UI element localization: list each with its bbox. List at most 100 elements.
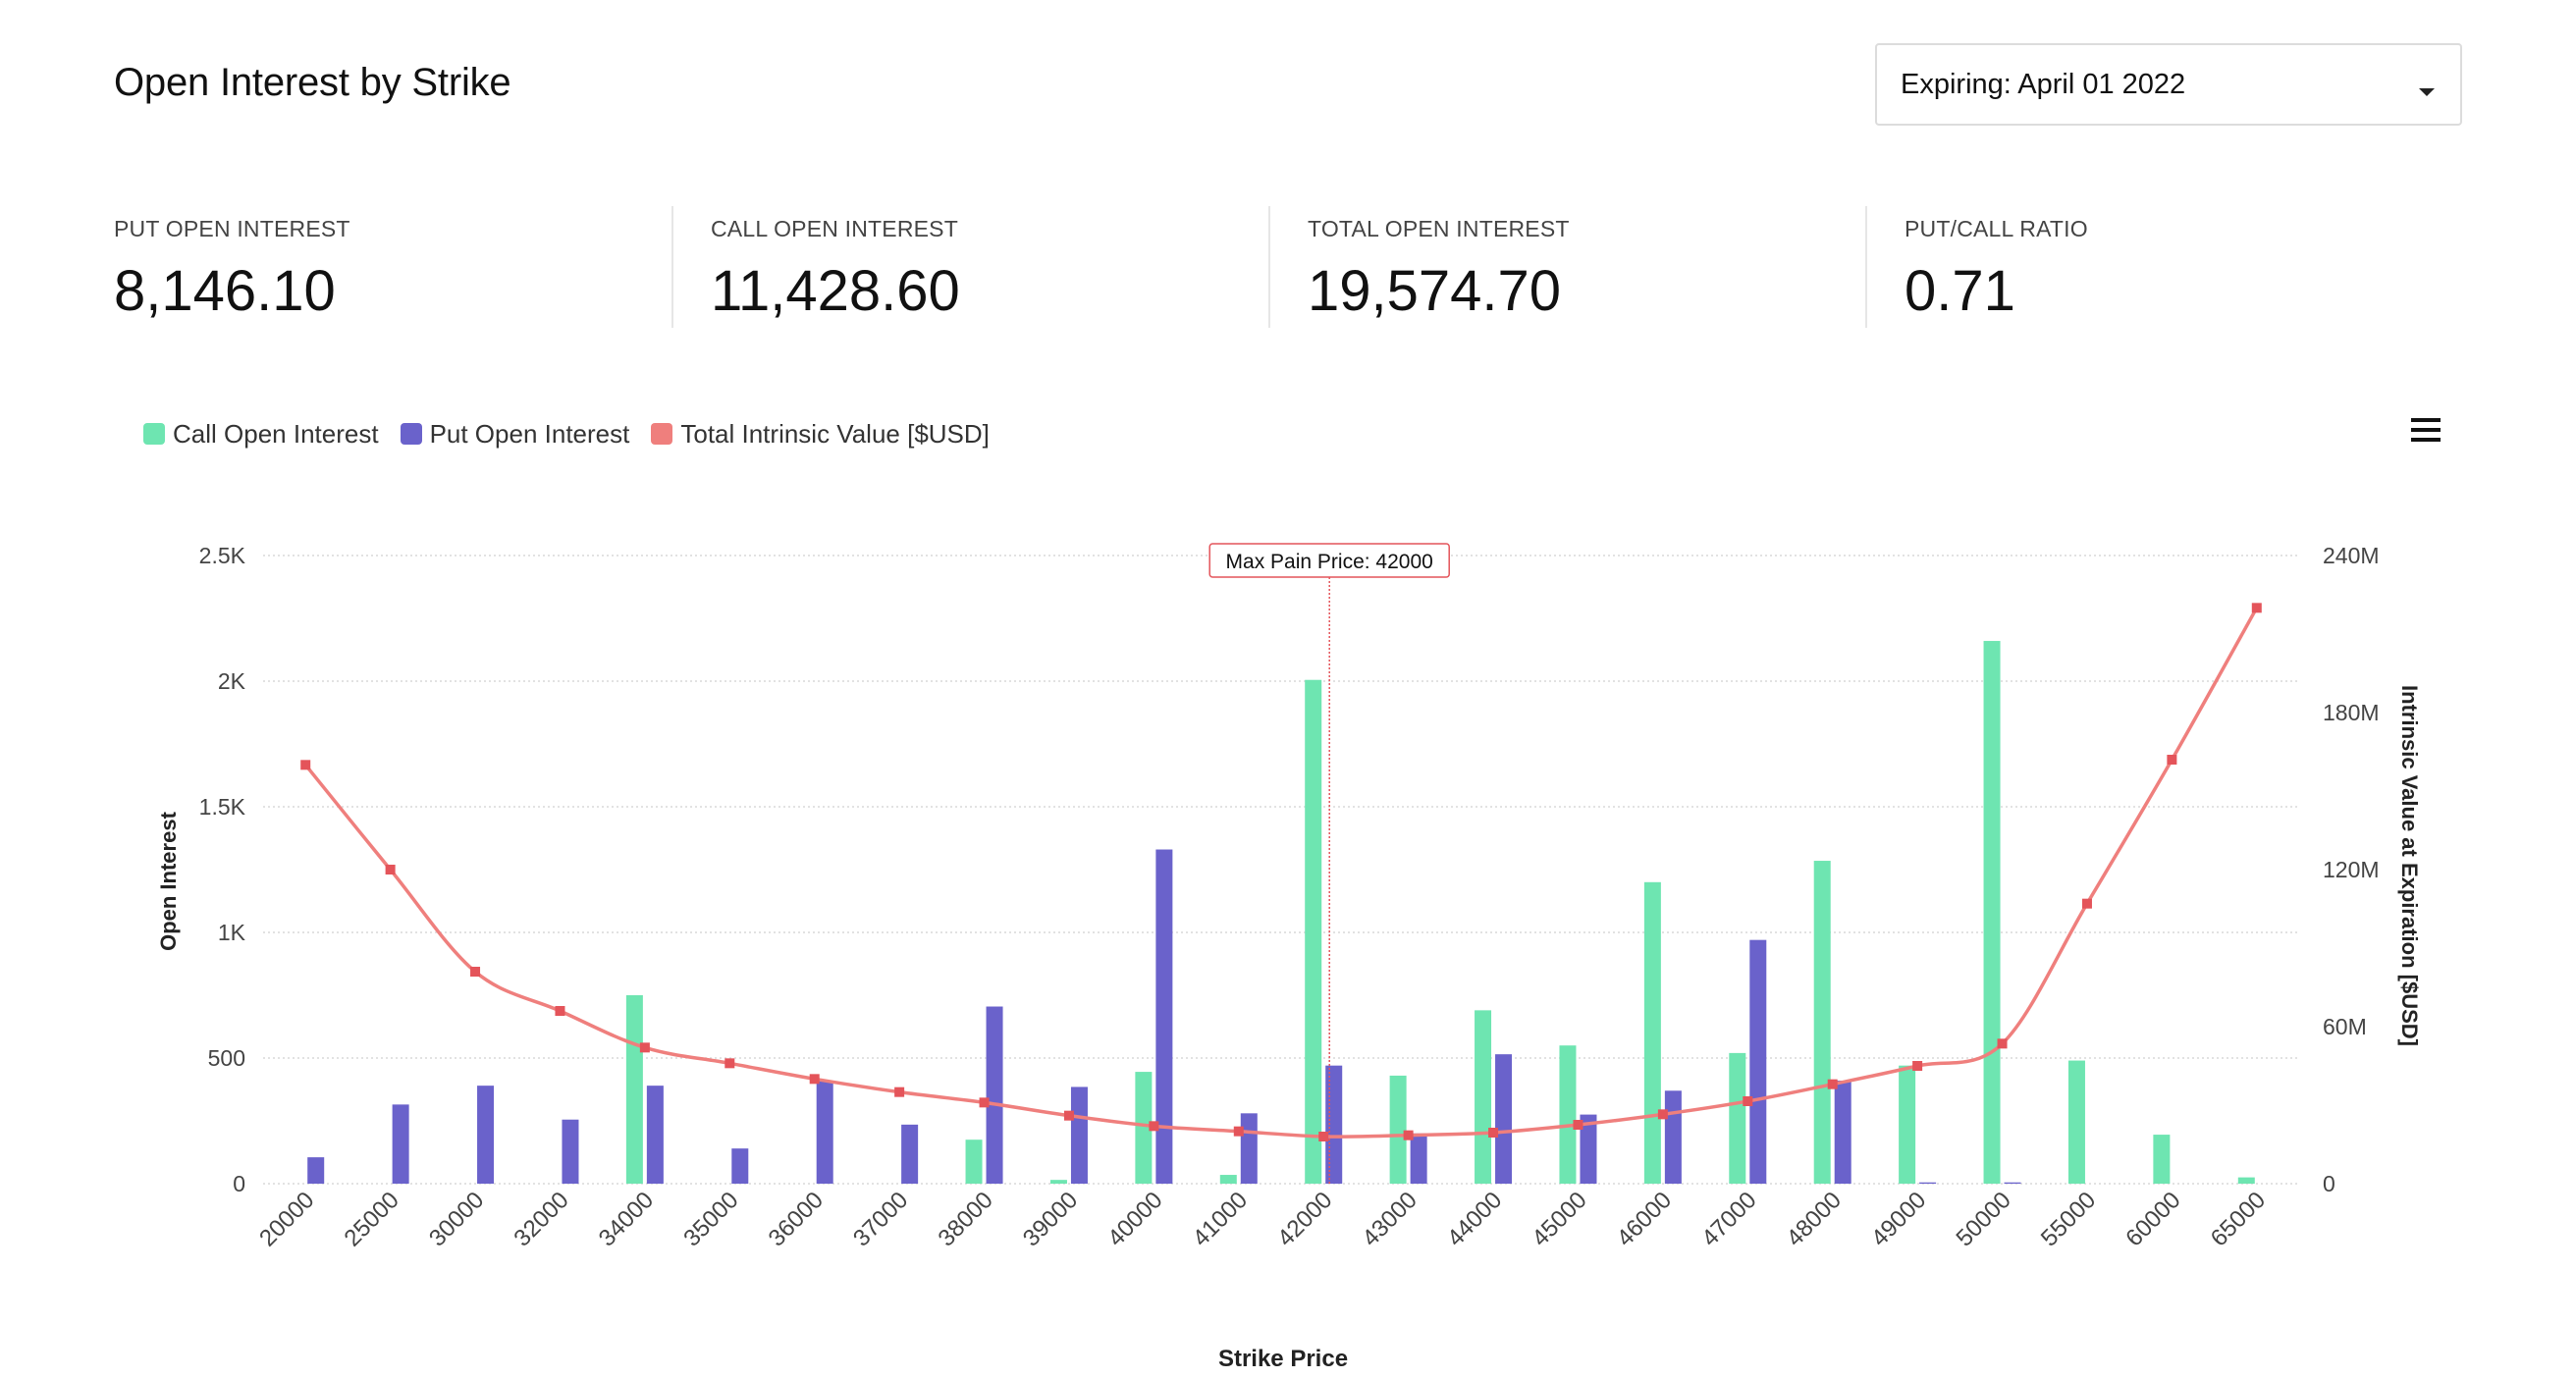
call-bar[interactable] (1643, 881, 1661, 1184)
x-tick-label: 20000 (254, 1187, 319, 1251)
call-bar[interactable] (1305, 679, 1322, 1184)
legend-item-call[interactable]: Call Open Interest (143, 419, 379, 450)
put-bar[interactable] (1070, 1086, 1088, 1184)
intrinsic-value-point[interactable] (979, 1097, 990, 1108)
x-tick-label: 46000 (1612, 1187, 1677, 1251)
caret-down-icon (2419, 88, 2435, 96)
call-bar[interactable] (1135, 1072, 1153, 1184)
max-pain-badge (1208, 543, 1450, 578)
expiry-select-label: Expiring: April 01 2022 (1901, 69, 2186, 100)
chart-menu-button[interactable] (2405, 412, 2448, 451)
intrinsic-value-point[interactable] (1063, 1110, 1074, 1121)
intrinsic-value-point[interactable] (1318, 1132, 1329, 1141)
call-bar[interactable] (1813, 861, 1831, 1184)
call-bar[interactable] (1729, 1052, 1746, 1184)
call-bar[interactable] (1475, 1010, 1492, 1184)
call-bar[interactable] (2153, 1135, 2171, 1184)
intrinsic-value-point[interactable] (894, 1086, 905, 1097)
intrinsic-value-point[interactable] (809, 1074, 820, 1085)
call-bar[interactable] (1899, 1065, 1916, 1184)
annotation-layer: Max Pain Price: 42000 (1208, 543, 1450, 1184)
put-bar[interactable] (901, 1124, 919, 1184)
intrinsic-value-point[interactable] (1403, 1130, 1414, 1140)
intrinsic-value-point[interactable] (639, 1042, 650, 1053)
put-bar[interactable] (1664, 1090, 1682, 1184)
intrinsic-value-point[interactable] (385, 865, 396, 874)
intrinsic-value-point[interactable] (300, 760, 311, 770)
intrinsic-value-point[interactable] (555, 1006, 565, 1016)
call-bar[interactable] (965, 1140, 983, 1184)
stat-divider (671, 206, 673, 328)
x-tick-label: 50000 (1951, 1187, 2015, 1251)
intrinsic-value-point[interactable] (1233, 1126, 1244, 1137)
call-bar[interactable] (1219, 1175, 1237, 1184)
put-bar[interactable] (1410, 1133, 1427, 1184)
legend-item-intrinsic[interactable]: Total Intrinsic Value [$USD] (651, 419, 990, 450)
y-axis-title: Open Interest (156, 811, 181, 950)
stat-divider (1268, 206, 1270, 328)
x-tick-label: 41000 (1188, 1187, 1253, 1251)
stat-value: 8,146.10 (114, 259, 336, 323)
intrinsic-value-point[interactable] (470, 967, 481, 977)
x-tick-label: 35000 (678, 1187, 743, 1251)
put-bar[interactable] (1749, 939, 1767, 1184)
intrinsic-value-point[interactable] (1657, 1109, 1668, 1120)
put-bar[interactable] (2004, 1182, 2021, 1184)
x-tick-label: 49000 (1866, 1187, 1931, 1251)
intrinsic-value-point[interactable] (1912, 1061, 1923, 1071)
intrinsic-value-point[interactable] (2167, 755, 2177, 765)
call-bar[interactable] (625, 995, 643, 1184)
legend-swatch-call (143, 423, 165, 445)
put-bar[interactable] (1834, 1081, 1852, 1184)
put-bar[interactable] (1495, 1054, 1513, 1184)
x-tick-label: 65000 (2206, 1187, 2271, 1251)
put-bar[interactable] (816, 1081, 833, 1184)
y-tick-label: 0 (233, 1171, 245, 1196)
intrinsic-value-point[interactable] (1997, 1038, 2008, 1049)
put-bar[interactable] (562, 1119, 579, 1184)
put-bar[interactable] (1580, 1114, 1597, 1184)
put-bar[interactable] (1240, 1113, 1258, 1184)
put-bar[interactable] (1155, 849, 1173, 1184)
y2-tick-label: 180M (2323, 700, 2380, 725)
put-bar[interactable] (1919, 1182, 1937, 1184)
put-bar[interactable] (646, 1086, 664, 1184)
call-bar[interactable] (1559, 1045, 1577, 1184)
x-tick-label: 36000 (764, 1187, 829, 1251)
intrinsic-value-point[interactable] (2251, 603, 2262, 613)
legend-item-put[interactable]: Put Open Interest (400, 419, 629, 450)
call-bar[interactable] (2067, 1060, 2085, 1184)
legend-swatch-intrinsic (651, 423, 673, 445)
x-tick-label: 45000 (1527, 1187, 1591, 1251)
intrinsic-value-point[interactable] (1573, 1120, 1583, 1130)
right-axis: 0 60M 120M 180M 240M (2323, 543, 2380, 1196)
put-bar[interactable] (1325, 1065, 1343, 1184)
expiry-select[interactable]: Expiring: April 01 2022 (1875, 43, 2462, 126)
call-bar[interactable] (1983, 641, 2001, 1184)
x-tick-label: 40000 (1102, 1187, 1167, 1251)
intrinsic-value-point[interactable] (724, 1058, 735, 1069)
intrinsic-value-point[interactable] (1488, 1128, 1499, 1138)
stat-label: TOTAL OPEN INTEREST (1308, 216, 1570, 241)
x-tick-label: 38000 (933, 1187, 997, 1251)
put-bar[interactable] (392, 1104, 409, 1184)
stat-label: PUT/CALL RATIO (1905, 216, 2088, 241)
max-pain-label: Max Pain Price: 42000 (1226, 551, 1433, 573)
put-call-ratio-stat: PUT/CALL RATIO 0.71 (1905, 202, 2088, 328)
x-axis-title: Strike Price (1218, 1346, 1348, 1372)
put-bar[interactable] (477, 1086, 495, 1184)
call-bar[interactable] (2237, 1177, 2255, 1184)
put-bar[interactable] (731, 1148, 749, 1184)
x-tick-label: 37000 (848, 1187, 913, 1251)
put-bar[interactable] (307, 1157, 325, 1184)
intrinsic-value-point[interactable] (2081, 898, 2092, 909)
y-tick-label: 1K (218, 920, 246, 945)
put-bar[interactable] (986, 1006, 1003, 1184)
call-bar[interactable] (1389, 1075, 1407, 1184)
intrinsic-value-point[interactable] (1827, 1079, 1838, 1089)
intrinsic-value-point[interactable] (1149, 1121, 1159, 1132)
intrinsic-value-point[interactable] (1743, 1096, 1753, 1106)
call-bar[interactable] (1049, 1180, 1067, 1184)
